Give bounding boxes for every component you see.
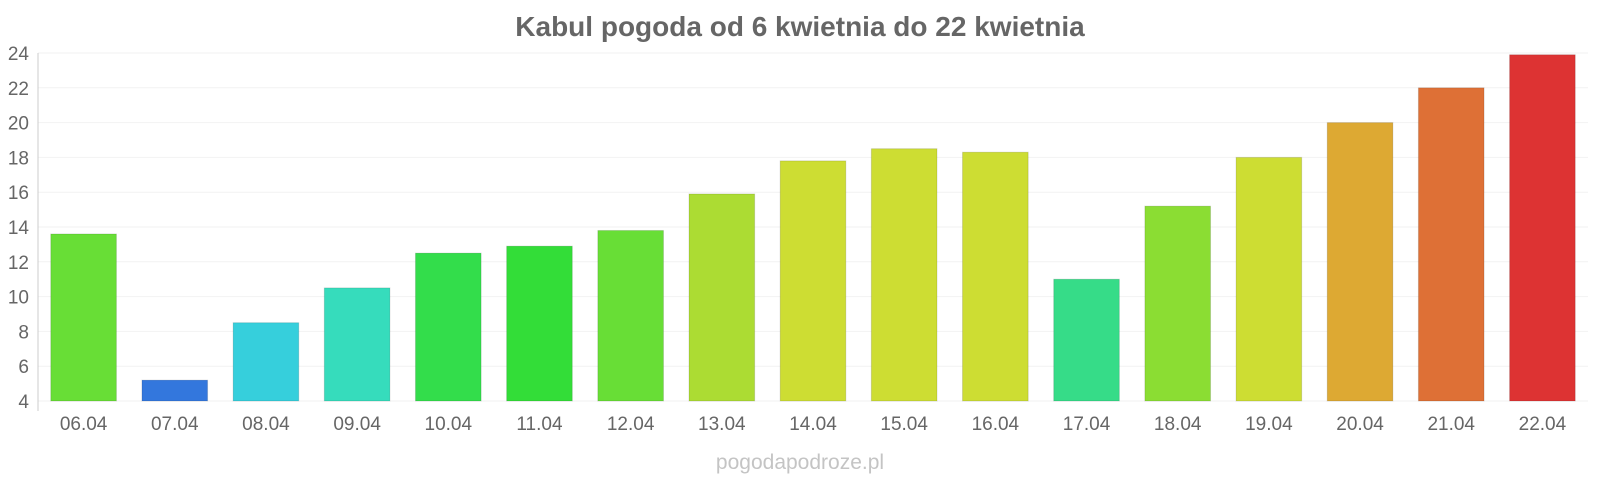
x-tick-label: 17.04 bbox=[1063, 414, 1111, 435]
chart-title: Kabul pogoda od 6 kwietnia do 22 kwietni… bbox=[515, 11, 1085, 42]
y-tick-label: 10 bbox=[8, 288, 29, 309]
x-tick-label: 08.04 bbox=[242, 414, 290, 435]
y-tick-label: 18 bbox=[8, 148, 29, 169]
bar-11-04 bbox=[506, 245, 573, 402]
x-tick-label: 12.04 bbox=[607, 414, 655, 435]
x-tick-label: 09.04 bbox=[333, 414, 381, 435]
x-tick-label: 06.04 bbox=[60, 414, 108, 435]
x-axis-tick-labels: 06.04 07.04 08.04 09.04 10.04 11.04 12.04 13.04… bbox=[60, 414, 1567, 435]
x-tick-label: 16.04 bbox=[972, 414, 1020, 435]
x-tick-label: 14.04 bbox=[789, 414, 837, 435]
y-tick-label: 4 bbox=[18, 392, 29, 413]
x-tick-label: 20.04 bbox=[1336, 414, 1384, 435]
bar-14-04 bbox=[779, 160, 847, 402]
bars bbox=[50, 54, 1576, 402]
bar-19-04 bbox=[1235, 156, 1303, 402]
y-axis-tick-labels: 4 6 8 10 12 14 16 18 20 22 24 bbox=[8, 44, 30, 413]
bar-12-04 bbox=[597, 229, 664, 402]
y-tick-label: 14 bbox=[8, 218, 30, 239]
x-tick-label: 07.04 bbox=[151, 414, 199, 435]
bar-17-04 bbox=[1053, 278, 1120, 402]
bar-10-04 bbox=[414, 252, 482, 402]
bar-22-04 bbox=[1509, 54, 1576, 402]
y-tick-label: 16 bbox=[8, 183, 29, 204]
y-tick-label: 12 bbox=[8, 253, 29, 274]
y-tick-label: 22 bbox=[8, 79, 29, 100]
bar-07-04 bbox=[141, 379, 209, 402]
bar-15-04 bbox=[870, 148, 938, 402]
bar-06-04 bbox=[50, 233, 117, 402]
x-tick-label: 18.04 bbox=[1154, 414, 1202, 435]
y-tick-label: 8 bbox=[18, 322, 29, 343]
x-tick-label: 19.04 bbox=[1245, 414, 1293, 435]
bar-21-04 bbox=[1417, 87, 1485, 402]
bar-09-04 bbox=[323, 287, 391, 402]
bar-13-04 bbox=[688, 193, 756, 402]
x-tick-label: 10.04 bbox=[425, 414, 473, 435]
x-tick-label: 22.04 bbox=[1519, 414, 1567, 435]
x-tick-label: 15.04 bbox=[880, 414, 928, 435]
bar-18-04 bbox=[1144, 205, 1212, 402]
y-tick-label: 6 bbox=[18, 357, 29, 378]
bar-16-04 bbox=[962, 151, 1029, 402]
x-tick-label: 13.04 bbox=[698, 414, 746, 435]
watermark-text: pogodapodroze.pl bbox=[716, 451, 884, 474]
bar-08-04 bbox=[232, 322, 300, 402]
x-tick-label: 21.04 bbox=[1427, 414, 1475, 435]
x-tick-label: 11.04 bbox=[516, 414, 563, 435]
y-tick-label: 24 bbox=[8, 44, 30, 65]
y-tick-label: 20 bbox=[8, 114, 29, 135]
bar-20-04 bbox=[1326, 122, 1394, 402]
